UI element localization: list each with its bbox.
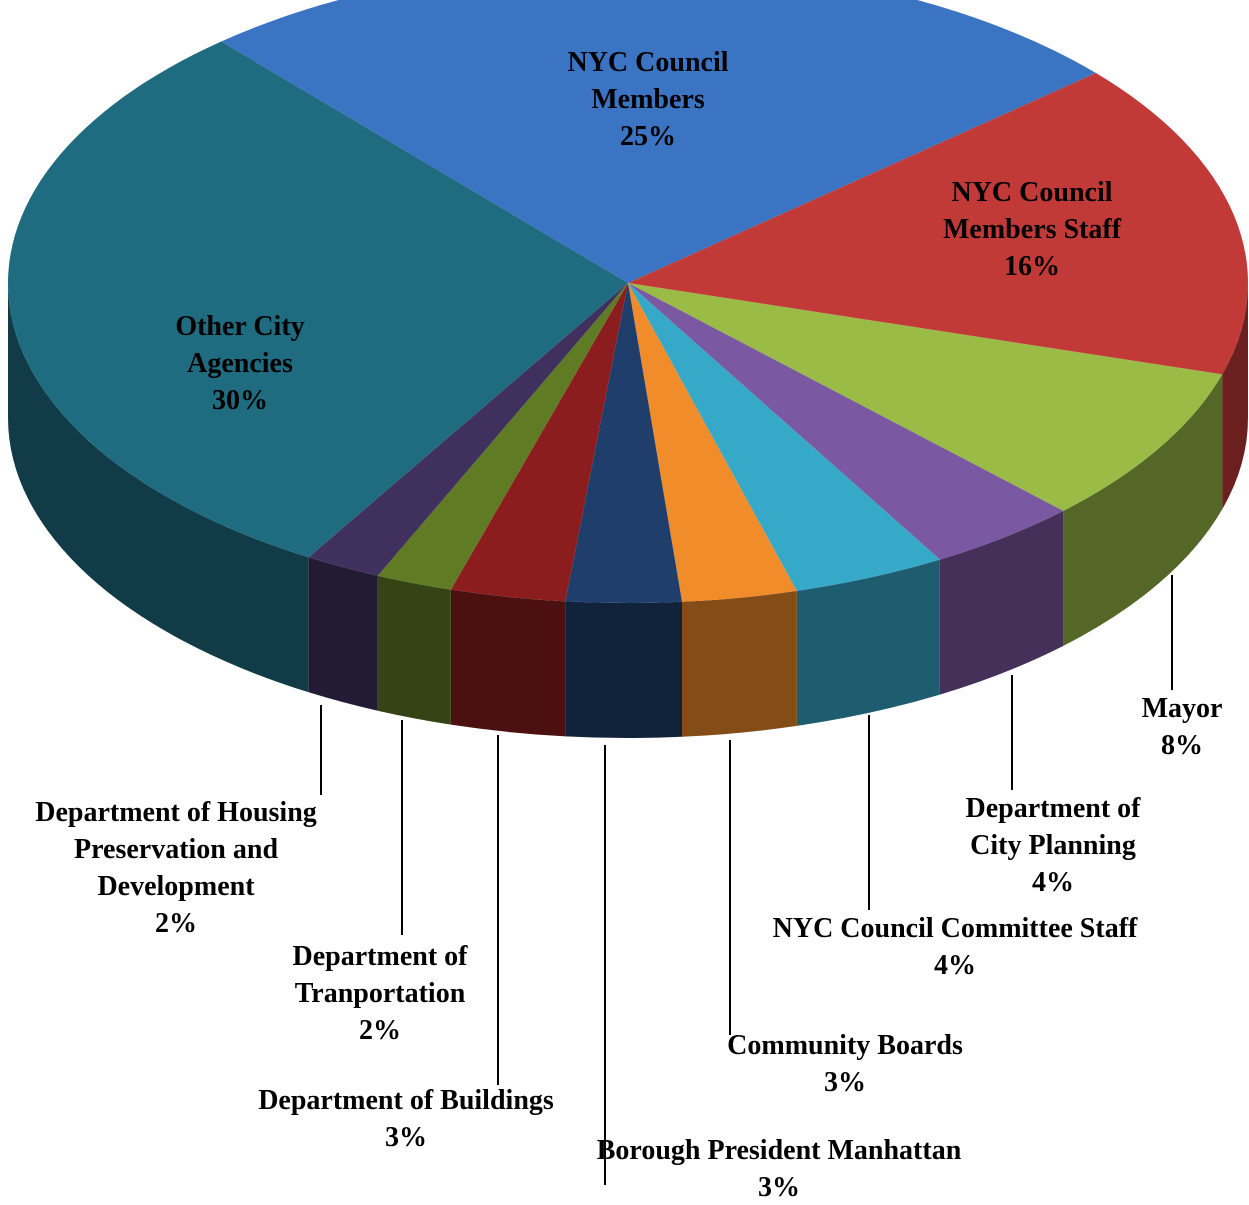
slice-label: NYC Council Committee Staff 4% — [773, 910, 1138, 984]
slice — [7, 41, 629, 558]
category-label: NYC Council Members Staff — [942, 177, 1122, 245]
slice-side — [682, 590, 797, 737]
value-label: 8% — [1160, 730, 1203, 761]
slice-label: NYC Council Members 25% — [528, 44, 768, 155]
slice — [628, 283, 1223, 511]
value-label: 4% — [934, 950, 976, 981]
category-label: NYC Council Members — [567, 47, 729, 115]
slice-label: Department of Tranportation 2% — [270, 938, 490, 1049]
value-label: 25% — [620, 121, 676, 152]
slice-label: Department of Buildings 3% — [258, 1082, 554, 1156]
category-label: Community Boards — [727, 1030, 963, 1061]
category-label: NYC Council Committee Staff — [772, 913, 1138, 944]
slice-label: Community Boards 3% — [727, 1027, 963, 1101]
slice-side — [8, 283, 309, 693]
category-label: Department of Buildings — [258, 1085, 554, 1116]
slice-side — [450, 589, 566, 737]
value-label: 2% — [155, 908, 197, 939]
slice — [565, 283, 683, 603]
slice — [628, 283, 1064, 560]
category-label: Other City Agencies — [175, 311, 305, 379]
slice-side — [377, 575, 451, 725]
category-label: Department of Housing Preservation and D… — [35, 797, 317, 902]
slice-label: Other City Agencies 30% — [150, 308, 330, 419]
slice-side — [308, 557, 378, 711]
value-label: 4% — [1032, 867, 1074, 898]
value-label: 3% — [758, 1172, 800, 1203]
value-label: 3% — [823, 1067, 866, 1098]
slice — [450, 283, 628, 602]
value-label: 16% — [1004, 251, 1060, 282]
slice — [308, 283, 628, 576]
value-label: 3% — [384, 1122, 427, 1153]
category-label: Borough President Manhattan — [596, 1135, 962, 1166]
slice-side — [796, 559, 940, 726]
slice-label: NYC Council Members Staff 16% — [912, 174, 1152, 285]
slice-label: Borough President Manhattan 3% — [597, 1132, 962, 1205]
slice — [628, 73, 1248, 375]
slice-label: Department of Housing Preservation and D… — [6, 794, 346, 942]
category-label: Department of Tranportation — [292, 941, 468, 1009]
slice-label: Department of City Planning 4% — [943, 790, 1163, 901]
slice — [628, 283, 797, 602]
category-label: Department of City Planning — [965, 793, 1141, 861]
slice-label: Mayor 8% — [1142, 690, 1223, 764]
value-label: 30% — [212, 385, 268, 416]
value-label: 2% — [359, 1015, 401, 1046]
slice-side — [939, 510, 1064, 695]
slice — [377, 283, 628, 590]
slice — [628, 283, 940, 591]
slice-side — [565, 601, 683, 738]
category-label: Mayor — [1141, 693, 1223, 724]
slice-side — [1222, 283, 1248, 510]
slice — [221, 0, 1096, 283]
slice-side — [1063, 374, 1223, 646]
